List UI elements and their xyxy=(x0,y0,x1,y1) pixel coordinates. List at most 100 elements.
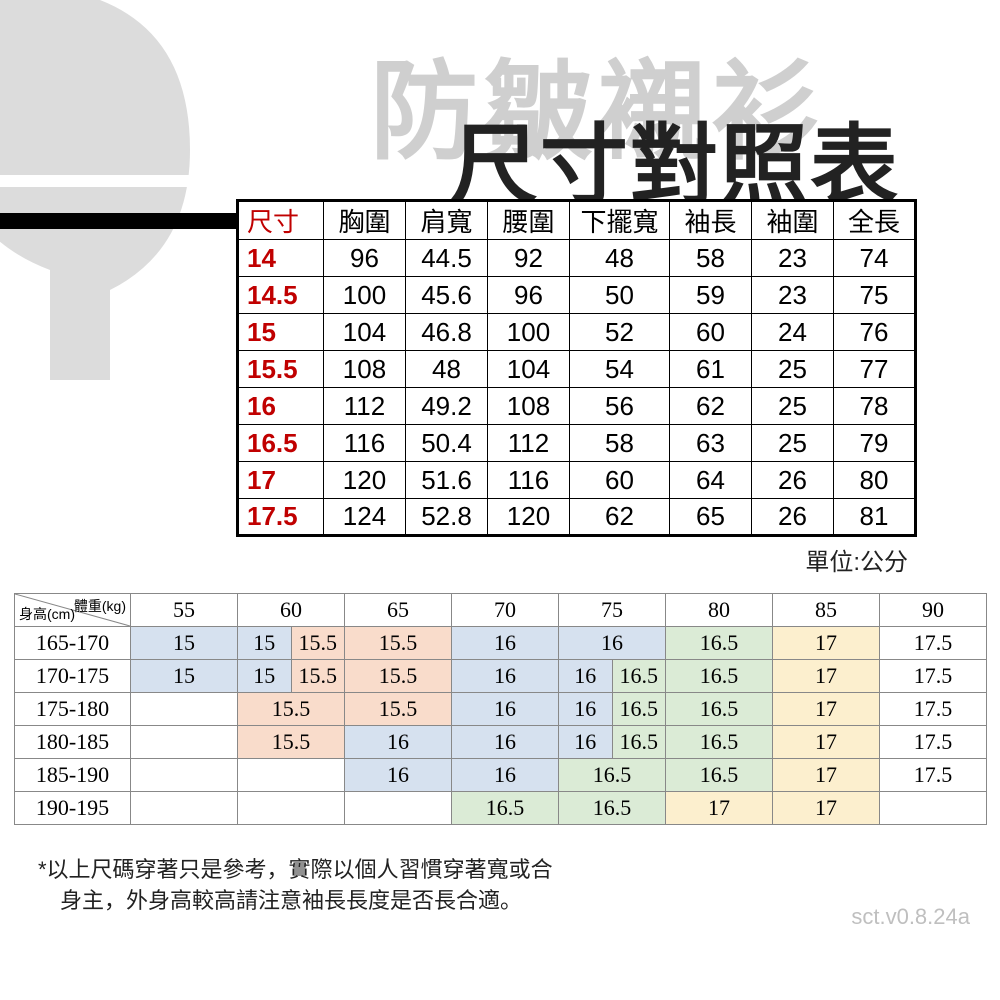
size-value: 16 xyxy=(238,388,324,425)
measure-value: 96 xyxy=(488,277,570,314)
rec-cell: 16.5 xyxy=(452,792,559,825)
measure-value: 62 xyxy=(670,388,752,425)
rec-cell xyxy=(238,759,345,792)
rec-cell: 16.5 xyxy=(559,792,666,825)
measure-value: 65 xyxy=(670,499,752,536)
size-value: 15.5 xyxy=(238,351,324,388)
rec-cell: 17 xyxy=(773,693,880,726)
rec-cell: 17.5 xyxy=(880,759,987,792)
height-header: 170-175 xyxy=(15,660,131,693)
measure-value: 25 xyxy=(752,388,834,425)
footnote: *以上尺碼穿著只是參考，實際以個人習慣穿著寬或合 身主，外身高較高請注意袖長長度… xyxy=(38,855,553,917)
measure-value: 51.6 xyxy=(406,462,488,499)
rec-cell: 15 xyxy=(131,627,238,660)
rec-cell xyxy=(131,693,238,726)
size-table-header: 肩寬 xyxy=(406,201,488,240)
measure-value: 120 xyxy=(324,462,406,499)
rec-cell: 15 xyxy=(131,660,238,693)
rec-cell: 17 xyxy=(773,660,880,693)
rec-cell: 17 xyxy=(773,726,880,759)
rec-cell: 17 xyxy=(773,792,880,825)
rec-cell xyxy=(345,792,452,825)
size-table-header: 袖圍 xyxy=(752,201,834,240)
rec-cell: 16 xyxy=(452,726,559,759)
measure-value: 50.4 xyxy=(406,425,488,462)
rec-cell xyxy=(131,792,238,825)
rec-cell: 15.5 xyxy=(345,627,452,660)
rec-cell: 17.5 xyxy=(880,693,987,726)
size-table: 尺寸胸圍肩寬腰圍下擺寬袖長袖圍全長149644.5924858237414.51… xyxy=(236,199,917,537)
rec-cell: 15.5 xyxy=(345,660,452,693)
rec-cell: 17 xyxy=(666,792,773,825)
rec-cell: 16.5 xyxy=(612,660,666,693)
rec-cell: 17.5 xyxy=(880,726,987,759)
rec-cell: 16 xyxy=(559,627,666,660)
size-table-header: 袖長 xyxy=(670,201,752,240)
measure-value: 92 xyxy=(488,240,570,277)
rec-cell xyxy=(880,792,987,825)
size-value: 14.5 xyxy=(238,277,324,314)
measure-value: 63 xyxy=(670,425,752,462)
measure-value: 77 xyxy=(834,351,916,388)
measure-value: 100 xyxy=(324,277,406,314)
rec-cell: 16.5 xyxy=(559,759,666,792)
measure-value: 104 xyxy=(324,314,406,351)
measure-value: 50 xyxy=(570,277,670,314)
weight-header: 90 xyxy=(880,594,987,627)
rec-cell: 16 xyxy=(452,627,559,660)
measure-value: 61 xyxy=(670,351,752,388)
measure-value: 49.2 xyxy=(406,388,488,425)
weight-header: 65 xyxy=(345,594,452,627)
rec-cell: 17 xyxy=(773,627,880,660)
measure-value: 46.8 xyxy=(406,314,488,351)
measure-value: 100 xyxy=(488,314,570,351)
rec-cell: 15.5 xyxy=(345,693,452,726)
measure-value: 78 xyxy=(834,388,916,425)
rec-cell: 15.5 xyxy=(291,660,345,693)
rec-cell: 15 xyxy=(238,627,292,660)
measure-value: 80 xyxy=(834,462,916,499)
weight-header: 60 xyxy=(238,594,345,627)
measure-value: 52 xyxy=(570,314,670,351)
height-header: 185-190 xyxy=(15,759,131,792)
size-value: 15 xyxy=(238,314,324,351)
weight-header: 70 xyxy=(452,594,559,627)
measure-value: 116 xyxy=(324,425,406,462)
size-table-header: 全長 xyxy=(834,201,916,240)
measure-value: 81 xyxy=(834,499,916,536)
measure-value: 76 xyxy=(834,314,916,351)
size-value: 14 xyxy=(238,240,324,277)
size-table-header: 腰圍 xyxy=(488,201,570,240)
rec-cell: 16 xyxy=(345,726,452,759)
weight-header: 75 xyxy=(559,594,666,627)
measure-value: 75 xyxy=(834,277,916,314)
measure-value: 58 xyxy=(670,240,752,277)
measure-value: 25 xyxy=(752,351,834,388)
measure-value: 23 xyxy=(752,240,834,277)
rec-cell: 16 xyxy=(559,660,613,693)
rec-cell: 16 xyxy=(452,660,559,693)
measure-value: 124 xyxy=(324,499,406,536)
measure-value: 104 xyxy=(488,351,570,388)
measure-value: 48 xyxy=(406,351,488,388)
measure-value: 96 xyxy=(324,240,406,277)
size-value: 16.5 xyxy=(238,425,324,462)
measure-value: 116 xyxy=(488,462,570,499)
rec-cell: 15.5 xyxy=(291,627,345,660)
rec-cell: 16.5 xyxy=(666,759,773,792)
measure-value: 24 xyxy=(752,314,834,351)
rec-cell: 16.5 xyxy=(612,693,666,726)
measure-value: 58 xyxy=(570,425,670,462)
height-axis-label: 身高(cm) xyxy=(19,604,75,624)
size-value: 17.5 xyxy=(238,499,324,536)
measure-value: 26 xyxy=(752,462,834,499)
rec-cell: 16 xyxy=(559,693,613,726)
measure-value: 56 xyxy=(570,388,670,425)
measure-value: 23 xyxy=(752,277,834,314)
measure-value: 108 xyxy=(324,351,406,388)
size-table-container: 尺寸胸圍肩寬腰圍下擺寬袖長袖圍全長149644.5924858237414.51… xyxy=(236,199,917,537)
measure-value: 54 xyxy=(570,351,670,388)
rec-cell: 16 xyxy=(452,693,559,726)
height-header: 180-185 xyxy=(15,726,131,759)
rec-cell xyxy=(131,726,238,759)
